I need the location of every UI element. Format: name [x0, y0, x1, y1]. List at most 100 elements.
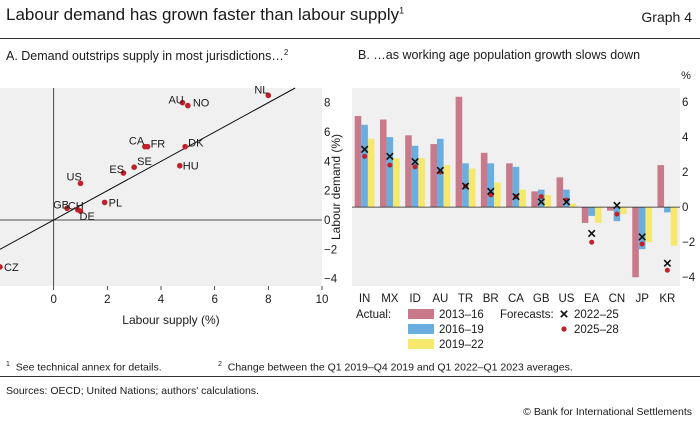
bar [581, 207, 589, 223]
panel-b-subtitle: B. …as working age population growth slo… [358, 48, 641, 62]
bar [430, 144, 438, 208]
legend-label: 2016–19 [439, 324, 484, 336]
bar [632, 207, 639, 278]
bar [664, 207, 671, 213]
y-tick-label: −4 [682, 272, 696, 284]
legend-label: 2019–22 [439, 339, 484, 351]
footnote-1: 1 See technical annex for details. [6, 361, 162, 374]
forecast-dot [538, 194, 544, 200]
bar [556, 177, 564, 208]
category-label: US [558, 293, 574, 305]
scatter-point [182, 143, 188, 150]
bar [411, 145, 419, 208]
bar [455, 96, 463, 208]
y-tick-label: 8 [324, 98, 330, 110]
footnote-rule [0, 376, 700, 377]
point-label: AU [168, 95, 183, 107]
scatter-point [77, 208, 84, 214]
forecast-dot [362, 153, 368, 159]
scatter-point [64, 205, 70, 212]
sources-note: Sources: OECD; United Nations; authors' … [6, 385, 259, 397]
y-axis-label: Labour demand (%) [329, 134, 343, 240]
point-label: GB [53, 199, 69, 211]
forecast-cross [562, 198, 571, 206]
y-tick-label: −2 [682, 237, 695, 249]
point-label: FR [151, 139, 166, 151]
bar-unit-label: % [681, 70, 691, 82]
chart-title-text: Labour demand has grown faster than labo… [6, 5, 400, 24]
point-label: SE [137, 156, 152, 168]
scatter-point [120, 170, 127, 176]
category-label: IN [359, 293, 371, 305]
legend-cross-marker [560, 310, 568, 318]
bar [506, 163, 513, 208]
panel-a-scatter: 0 2 4 6 8 10 8 6 4 2 0 −2 −4 Labour supply (%) AU NO NL C… [0, 84, 338, 327]
footnote-1-text: See technical annex for details. [15, 361, 162, 374]
bar [531, 191, 538, 208]
bar [657, 165, 665, 208]
category-label: KR [659, 293, 675, 305]
panel-a-footnote-mark: 2 [283, 48, 289, 57]
bar [607, 207, 614, 211]
scatter-point [101, 199, 108, 206]
forecast-dot [589, 239, 595, 245]
scatter-point [179, 99, 186, 106]
bar [487, 163, 495, 208]
forecast-dot [412, 164, 418, 170]
forecast-cross [411, 157, 419, 166]
forecast-cross [638, 233, 646, 241]
forecast-dot [614, 211, 620, 217]
legend-swatch [408, 324, 434, 334]
category-label: BR [483, 293, 499, 305]
footnote-1-mark: 1 [6, 361, 10, 368]
x-axis-label: Labour supply (%) [122, 313, 219, 327]
bar [544, 194, 552, 208]
forty-five-degree-line [0, 87, 296, 250]
point-label: US [67, 171, 82, 183]
category-label: CA [508, 293, 524, 305]
category-label: CN [609, 293, 626, 305]
scatter-plot-area [0, 88, 322, 286]
x-tick-label: 2 [104, 294, 110, 306]
title-footnote-mark: 1 [399, 5, 405, 16]
category-label: GB [533, 293, 550, 305]
forecast-dot [664, 267, 670, 273]
point-label: NL [254, 84, 268, 96]
category-label: ID [409, 293, 421, 305]
y-tick-label: 2 [324, 186, 330, 198]
bar [361, 124, 368, 208]
scatter-point [176, 162, 183, 169]
point-label: CZ [4, 262, 19, 274]
x-tick-label: 8 [265, 294, 271, 306]
forecast-cross [461, 182, 470, 190]
y-tick-label: 6 [682, 97, 688, 109]
forecast-cross [512, 192, 520, 201]
forecast-cross [360, 145, 369, 154]
copyright-note: © Bank for International Settlements [523, 406, 692, 418]
y-tick-label: 4 [324, 156, 331, 168]
bar [480, 152, 488, 208]
scatter-point [185, 102, 191, 109]
forecast-cross [436, 166, 445, 175]
x-tick-label: 6 [211, 294, 217, 306]
legend-swatch [408, 339, 434, 349]
bar [569, 203, 577, 208]
forecast-dot [639, 241, 645, 247]
point-label: CA [129, 136, 145, 148]
x-tick-label: 10 [316, 294, 329, 306]
footnote-2-text: Change between the Q1 2019–Q4 2019 and Q… [227, 361, 573, 374]
legend-actual-heading: Actual: [356, 309, 391, 321]
x-tick-label: 0 [50, 294, 56, 306]
point-label: DE [80, 211, 95, 223]
scatter-point [265, 92, 272, 99]
bar [670, 207, 678, 246]
bar [638, 207, 646, 250]
y-tick-label: 0 [324, 215, 330, 227]
bar [379, 119, 387, 208]
y-tick-label: 2 [682, 167, 688, 179]
chart-title: Labour demand has grown faster than labo… [6, 5, 404, 25]
scatter-point [144, 143, 151, 150]
bar [393, 158, 400, 208]
x-tick-label: 4 [158, 294, 165, 306]
y-tick-label: 0 [682, 202, 688, 214]
